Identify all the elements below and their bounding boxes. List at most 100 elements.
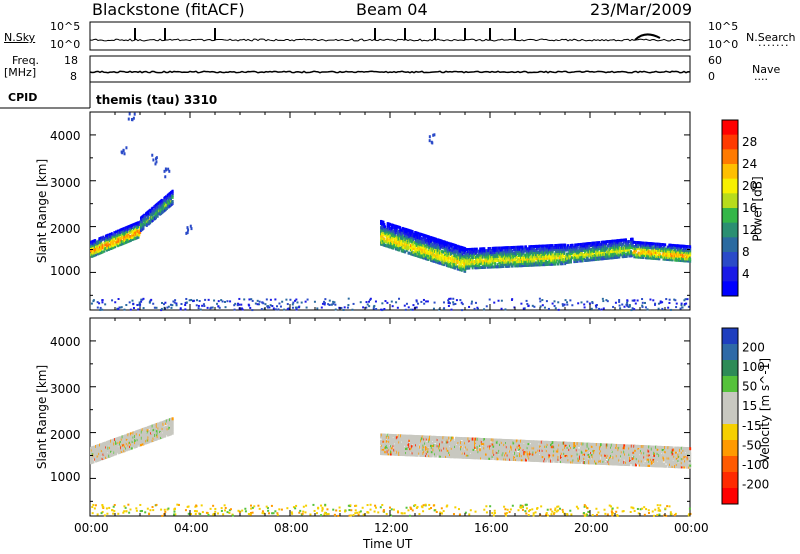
power-cell — [477, 249, 480, 253]
power-cell — [426, 237, 429, 241]
power-cell — [248, 298, 251, 301]
power-cell — [529, 253, 532, 257]
power-cell — [328, 303, 331, 306]
power-cell — [139, 304, 142, 307]
power-cell — [569, 246, 572, 250]
velocity-cell — [130, 432, 132, 436]
velocity-cell — [391, 452, 394, 456]
power-cell — [686, 298, 689, 301]
power-cell — [384, 300, 387, 303]
power-cell — [683, 304, 686, 307]
power-cell — [129, 237, 132, 241]
power-cell — [546, 260, 549, 264]
power-cell — [667, 306, 670, 309]
power-cell — [564, 243, 567, 247]
power-cell — [545, 258, 547, 262]
power-cell — [243, 298, 246, 301]
velocity-cell — [90, 454, 93, 458]
power-cell — [541, 299, 544, 302]
velocity-cell — [405, 434, 408, 438]
power-cell — [680, 304, 683, 307]
power-cell — [439, 261, 442, 265]
power-cell — [112, 243, 115, 247]
power-cell — [438, 249, 441, 253]
velocity-cell — [100, 453, 103, 457]
power-cell — [459, 299, 462, 302]
velocity-cell — [93, 445, 96, 449]
power-cell — [120, 238, 122, 242]
power-cell — [635, 249, 637, 253]
power-cell — [655, 252, 657, 256]
power-cell — [514, 258, 517, 262]
velocity-cell — [380, 445, 382, 449]
power-cell — [449, 262, 452, 266]
power-cell — [368, 300, 371, 303]
power-cell — [644, 252, 647, 256]
power-cell — [136, 231, 139, 235]
power-cell — [129, 226, 132, 230]
velocity-cell — [412, 443, 415, 447]
power-cell — [433, 133, 436, 137]
power-cell — [374, 300, 377, 303]
nsky-line — [89, 38, 691, 42]
power-cell — [426, 300, 429, 303]
power-cell — [153, 306, 156, 309]
power-cell — [169, 303, 172, 306]
power-cell — [595, 247, 598, 251]
power-cell — [477, 261, 480, 265]
power-cell — [482, 251, 485, 255]
power-cell — [238, 297, 241, 300]
power-cell — [510, 248, 512, 252]
power-cell — [396, 306, 399, 309]
power-cell — [171, 200, 174, 204]
power-cell — [471, 256, 474, 260]
power-cell — [137, 225, 140, 229]
power-cell — [111, 240, 114, 244]
power-cell — [479, 255, 482, 259]
velocity-cell — [385, 446, 387, 450]
velocity-cell — [139, 437, 142, 441]
power-cell — [435, 237, 437, 241]
power-cell — [681, 257, 684, 261]
nave-dots: ···· — [754, 73, 768, 86]
power-cell — [141, 217, 144, 221]
power-cell — [650, 252, 653, 256]
power-cell — [404, 250, 407, 254]
power-cell — [387, 232, 390, 236]
power-cell — [411, 308, 414, 311]
power-cell — [142, 307, 145, 310]
power-cell — [585, 254, 587, 258]
power-cell — [131, 299, 134, 302]
power-cell — [179, 307, 182, 310]
power-cell — [128, 301, 131, 304]
power-cell — [602, 257, 605, 261]
power-cell — [562, 253, 565, 257]
power-cell — [130, 228, 132, 232]
power-cell — [559, 260, 562, 264]
velocity-cell — [420, 435, 422, 439]
velocity-cell — [405, 438, 408, 442]
power-cell — [444, 246, 447, 250]
power-cell — [387, 228, 390, 232]
power-cell — [575, 243, 577, 247]
velocity-cell — [387, 433, 390, 437]
power-cell — [285, 298, 288, 301]
power-cell — [418, 248, 421, 252]
power-cell — [429, 252, 432, 256]
velocity-cell — [148, 431, 151, 435]
power-cell — [405, 234, 407, 238]
power-cell — [401, 237, 404, 241]
power-cell — [407, 306, 410, 309]
velocity-cell — [126, 435, 129, 439]
power-cell — [614, 301, 617, 304]
power-cell — [432, 257, 435, 261]
velocity-cell — [394, 436, 397, 440]
power-cell — [160, 301, 163, 304]
power-cell — [514, 264, 517, 268]
power-cell — [456, 244, 459, 248]
power-cell — [631, 237, 634, 241]
power-cell — [249, 306, 252, 309]
power-cell — [272, 307, 275, 310]
velocity-cell — [121, 445, 124, 449]
power-cell — [321, 302, 324, 305]
